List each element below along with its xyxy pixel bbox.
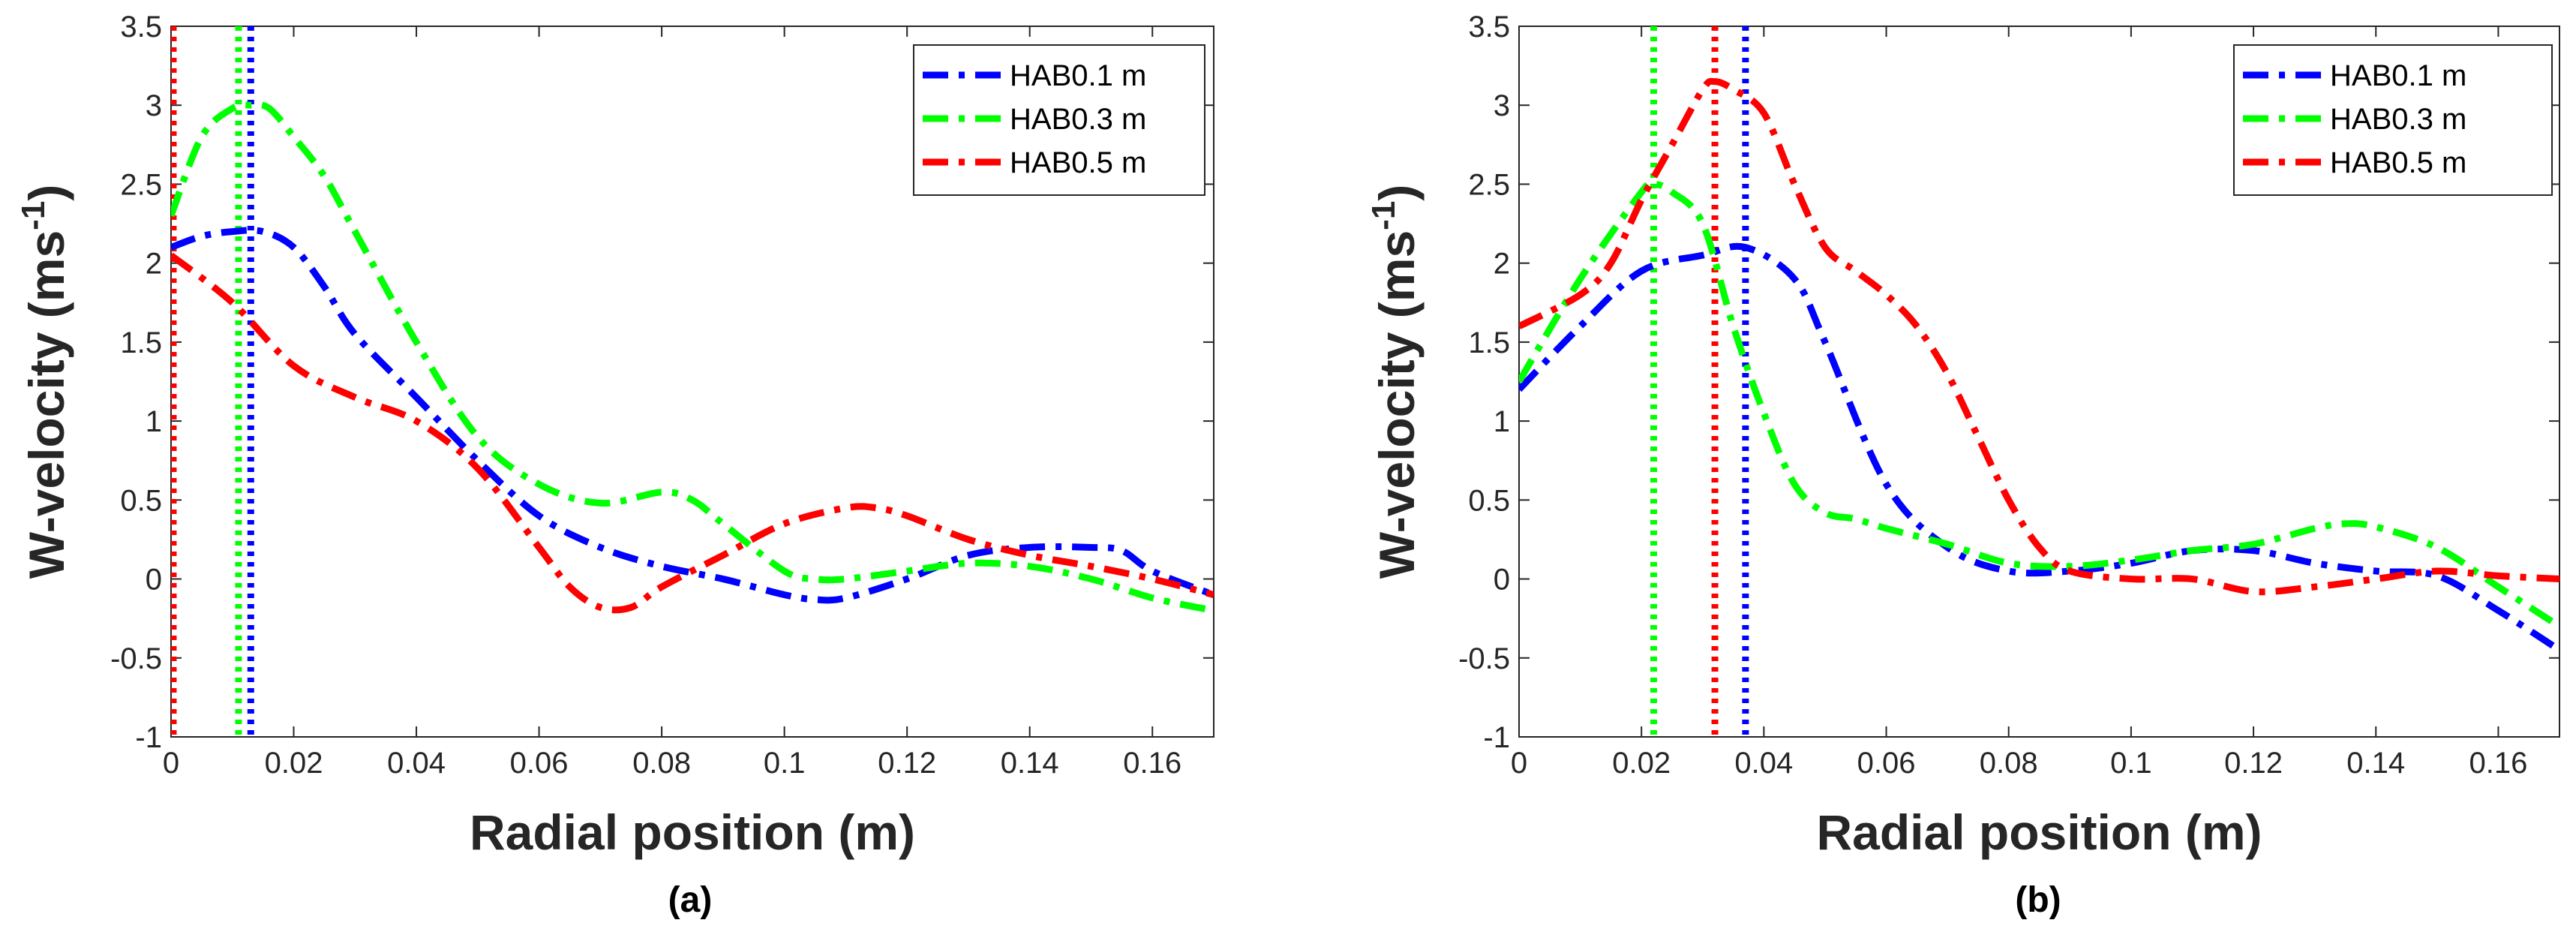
legend-box [2233, 44, 2553, 196]
x-tick-label: 0.08 [1980, 747, 2038, 780]
x-tick-label: 0.06 [1857, 747, 1916, 780]
chart-panel-b: 0 0.02 0.04 0.06 0.08 0.1 0.12 0.14 0.16 -1 -0.5 0 0… [1365, 11, 2560, 920]
series-line-hab0-3-m [1519, 179, 2559, 630]
x-tick-label: 0.16 [1123, 747, 1181, 780]
x-tick-label: 0.14 [1001, 747, 1059, 780]
y-tick-label: -0.5 [110, 642, 162, 675]
y-tick-label: 2.5 [1468, 168, 1510, 201]
y-tick-label: 0.5 [120, 484, 162, 517]
legend-entry-label: HAB0.1 m [2330, 59, 2466, 92]
x-tick-label: 0.1 [2110, 747, 2152, 780]
x-tick-label: 0.04 [1734, 747, 1793, 780]
y-tick-label: 3.5 [120, 11, 162, 44]
x-tick-label: 0 [1511, 747, 1527, 780]
series-line-hab0-1-m [1519, 242, 2559, 654]
legend-entry-label: HAB0.5 m [1010, 146, 1146, 179]
y-axis-label: W-velocity (ms-1) [1365, 185, 1425, 579]
y-tick-label: 1 [1494, 405, 1510, 438]
x-tick-label: 0.16 [2469, 747, 2527, 780]
x-tick-label: 0.08 [632, 747, 691, 780]
series-line-hab0-1-m [171, 227, 1214, 604]
y-tick-label: -0.5 [1458, 642, 1510, 675]
series-line-hab0-5-m [1519, 77, 2559, 596]
y-tick-label: 2.5 [120, 168, 162, 201]
legend-entry-label: HAB0.3 m [2330, 103, 2466, 136]
x-tick-label: 0.02 [1612, 747, 1671, 780]
x-tick-label: 0.12 [2224, 747, 2283, 780]
y-axis-label: W-velocity (ms-1) [15, 185, 74, 579]
y-tick-label: 0 [146, 564, 162, 597]
y-tick-label: 1.5 [1468, 326, 1510, 359]
chart-panel-a: 0 0.02 0.04 0.06 0.08 0.1 0.12 0.14 0.16 -1 -0.5 0 0… [15, 11, 1214, 920]
y-tick-label: -1 [1483, 721, 1510, 754]
x-axis-label: Radial position (m) [1817, 804, 2262, 860]
data-layer [1519, 26, 2559, 737]
x-axis-label: Radial position (m) [470, 804, 915, 860]
y-tick-label: 3.5 [1468, 11, 1510, 44]
x-tick-label: 0.1 [764, 747, 806, 780]
x-tick-label: 0.02 [265, 747, 323, 780]
y-tick-label: 1 [146, 405, 162, 438]
legend: HAB0.1 m HAB0.3 m HAB0.5 m [2233, 44, 2553, 196]
x-tick-label: 0.14 [2346, 747, 2405, 780]
x-tick-label: 0.04 [387, 747, 446, 780]
legend-entry-label: HAB0.1 m [1010, 59, 1146, 92]
series-line-hab0-3-m [171, 101, 1214, 615]
panel-caption: (a) [668, 880, 713, 920]
x-tick-label: 0.06 [510, 747, 569, 780]
y-tick-label: 1.5 [120, 326, 162, 359]
y-tick-label: 3 [1494, 89, 1510, 122]
panel-caption: (b) [2015, 880, 2061, 920]
series-line-hab0-5-m [171, 252, 1214, 614]
y-tick-label: 2 [146, 248, 162, 281]
y-tick-label: -1 [135, 721, 162, 754]
y-tick-label: 2 [1494, 248, 1510, 281]
y-tick-label: 0 [1494, 564, 1510, 597]
legend-entry-label: HAB0.3 m [1010, 103, 1146, 136]
data-layer [171, 26, 1214, 737]
x-tick-label: 0 [163, 747, 179, 780]
legend-entry-label: HAB0.5 m [2330, 146, 2466, 179]
legend: HAB0.1 m HAB0.3 m HAB0.5 m [913, 44, 1205, 196]
plot-area-frame [170, 26, 1214, 738]
y-tick-label: 0.5 [1468, 484, 1510, 517]
x-tick-label: 0.12 [878, 747, 936, 780]
y-tick-label: 3 [146, 89, 162, 122]
